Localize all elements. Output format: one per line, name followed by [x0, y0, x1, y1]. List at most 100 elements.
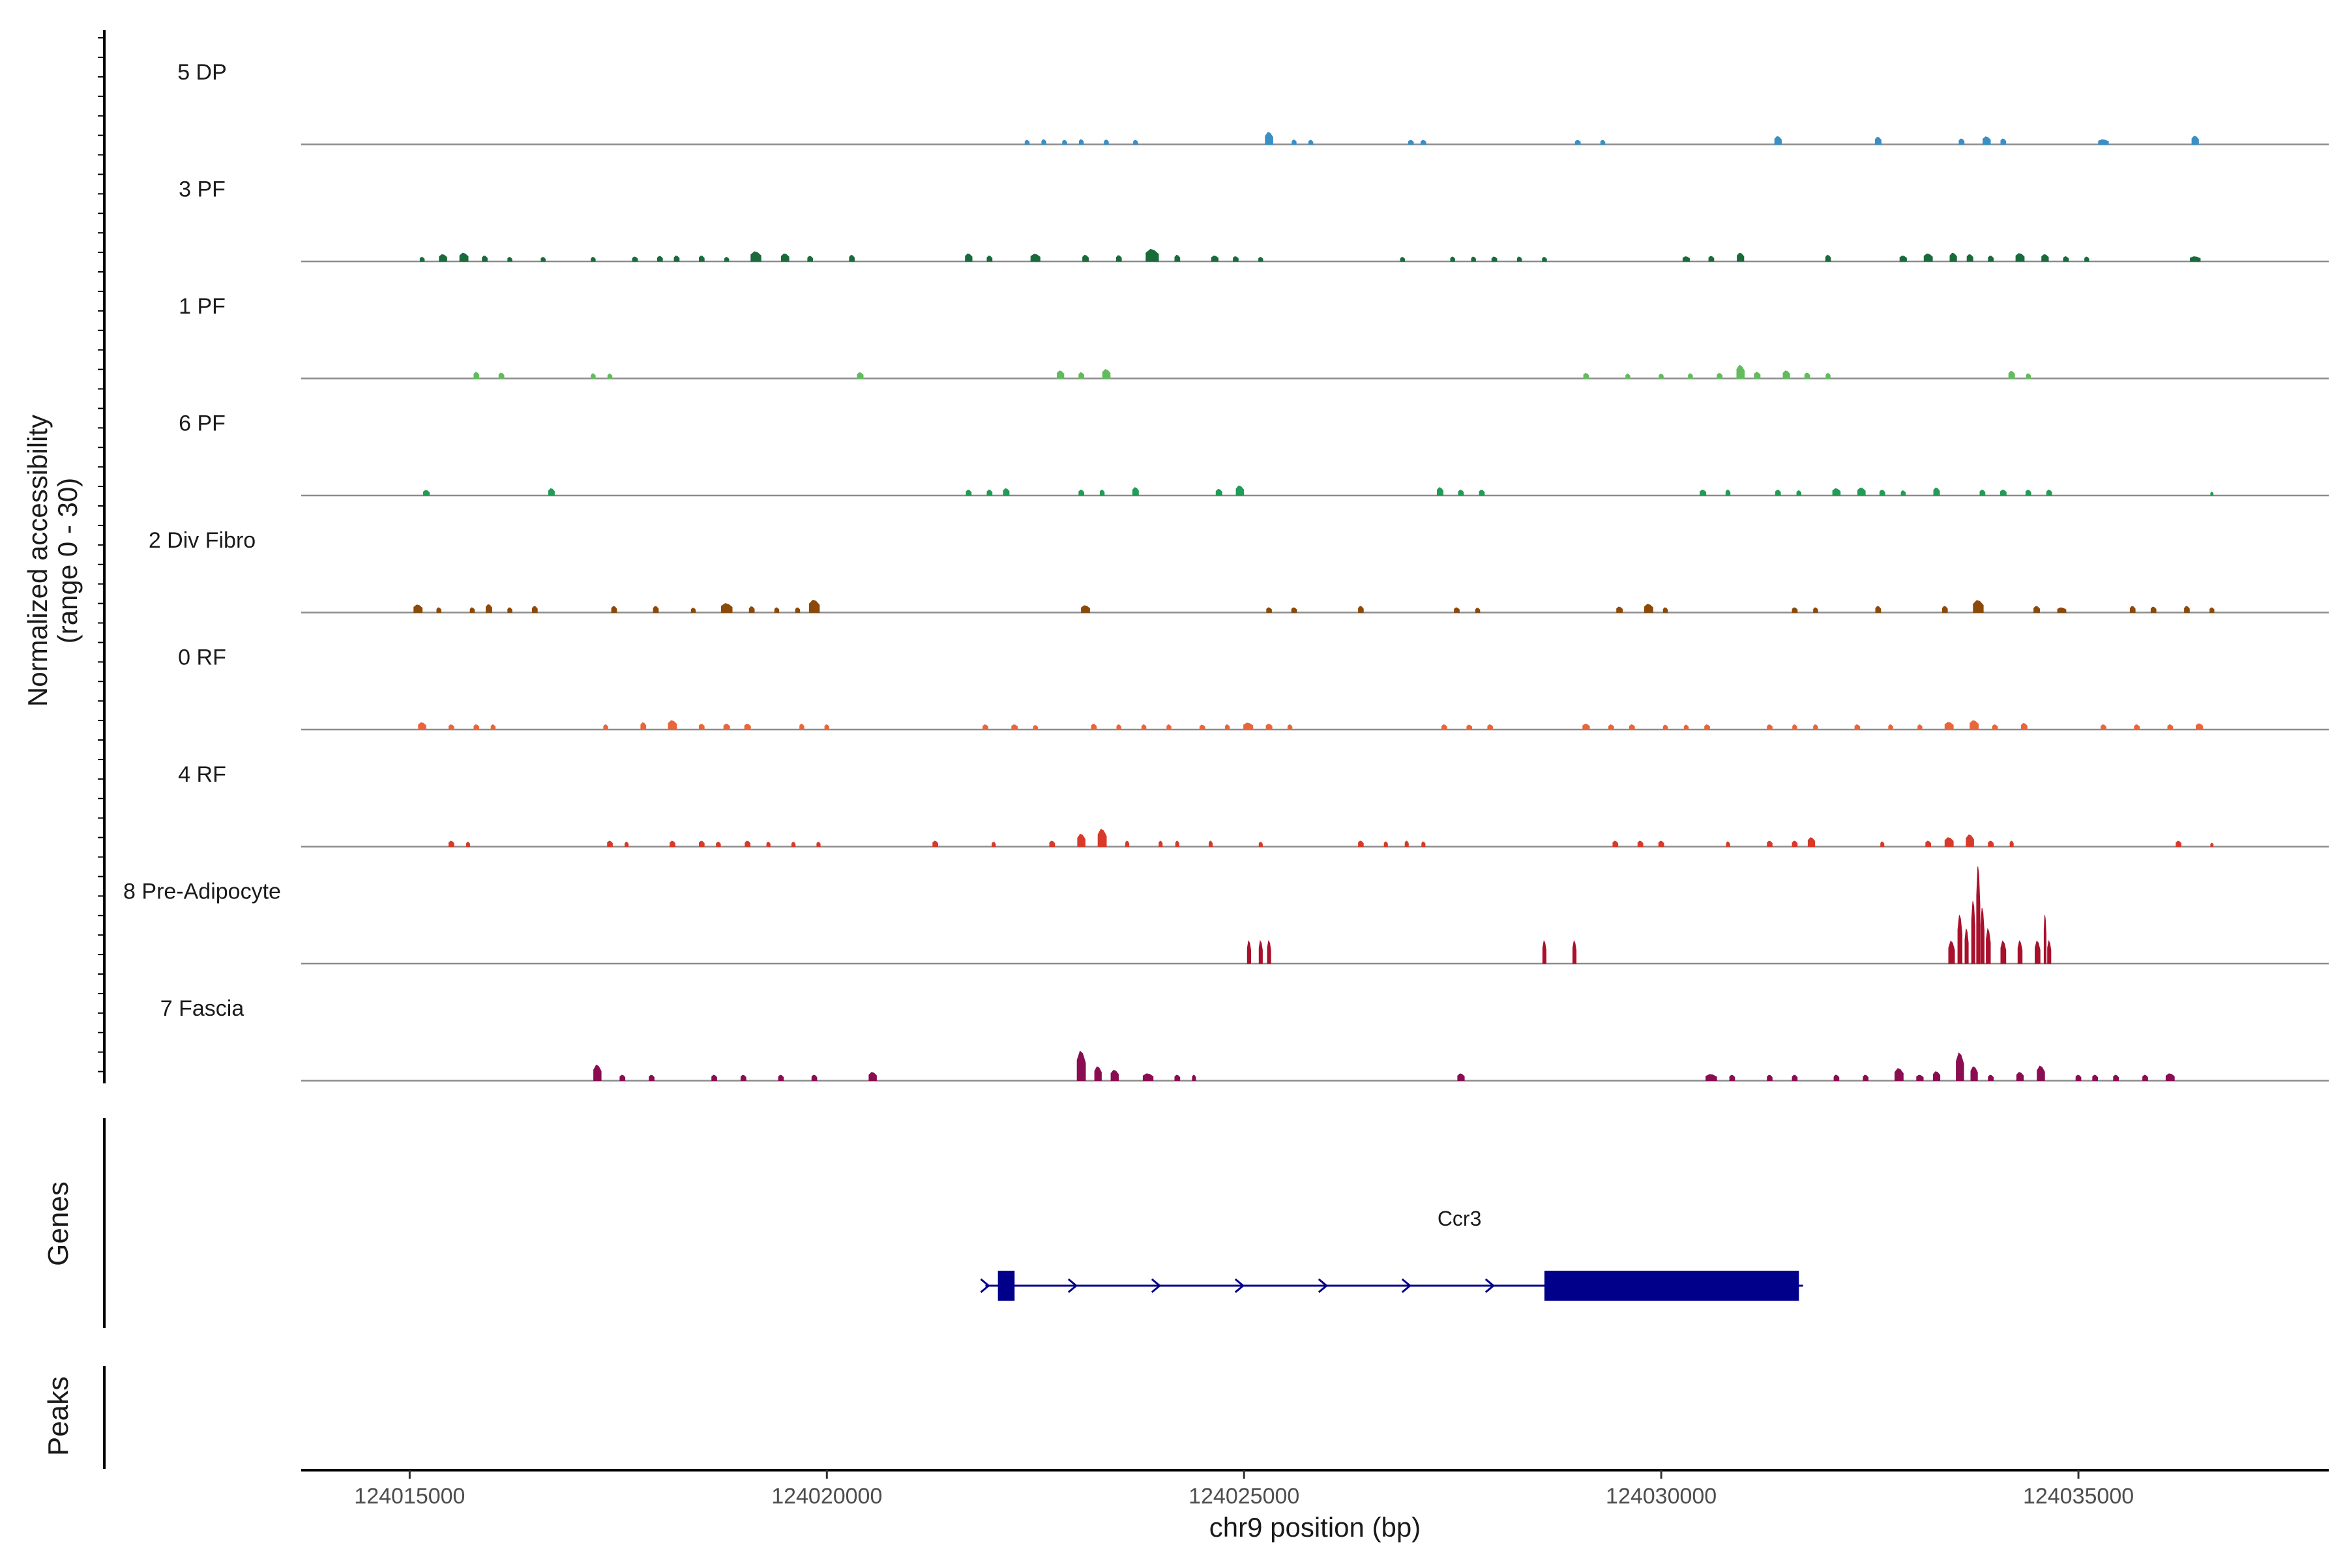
coverage-peak	[849, 254, 855, 262]
coverage-peak	[2025, 489, 2031, 496]
coverage-peak	[1879, 489, 1885, 496]
coverage-peak	[1807, 837, 1816, 847]
coverage-peak	[1421, 841, 1426, 847]
coverage-peak	[1705, 1074, 1717, 1081]
coverage-peak	[1629, 724, 1635, 730]
coverage-peak	[1174, 1074, 1181, 1081]
coverage-peak	[2008, 370, 2015, 379]
coverage-peak	[1813, 724, 1818, 730]
coverage-peak	[2000, 940, 2007, 964]
coverage-peak	[1612, 840, 1619, 847]
coverage-peak	[2150, 606, 2157, 613]
coverage-peak	[1292, 140, 1297, 145]
coverage-peak	[1704, 724, 1710, 730]
track-3-pf: 3 PF	[179, 177, 2329, 263]
coverage-peak	[423, 490, 430, 496]
coverage-peak	[673, 255, 680, 262]
coverage-peak	[625, 842, 629, 847]
coverage-peak	[2000, 138, 2007, 145]
coverage-peak	[1466, 724, 1473, 730]
strand-arrow-icon	[1067, 1278, 1078, 1294]
coverage-peak	[449, 840, 454, 847]
coverage-peak	[1782, 370, 1790, 379]
coverage-peak	[1948, 940, 1955, 964]
coverage-peak	[1125, 840, 1130, 847]
coverage-peak	[591, 373, 596, 379]
coverage-peak	[1265, 723, 1273, 730]
coverage-peak	[1949, 252, 1957, 262]
coverage-peak	[1030, 254, 1041, 262]
coverage-peak	[1792, 840, 1798, 847]
strand-arrow-icon	[1234, 1278, 1245, 1294]
coverage-peak	[1077, 833, 1085, 847]
coverage-peak	[1078, 372, 1084, 379]
coverage-peak	[1616, 606, 1623, 613]
track-5-dp: 5 DP	[177, 60, 2329, 145]
coverage-peak	[619, 1074, 626, 1081]
coverage-peak	[1854, 724, 1861, 730]
coverage-peak	[1825, 254, 1831, 262]
coverage-peak	[1736, 364, 1745, 379]
coverage-peak	[1081, 605, 1090, 613]
coverage-peak	[1104, 140, 1109, 145]
coverage-peak	[540, 257, 546, 262]
x-tick-label: 124030000	[1606, 1484, 1717, 1509]
coverage-peak	[1078, 139, 1084, 145]
coverage-peak	[1899, 255, 1907, 262]
coverage-peak	[807, 256, 813, 262]
coverage-peak	[720, 603, 733, 613]
coverage-peak	[2047, 939, 2052, 964]
coverage-peak	[1708, 256, 1715, 262]
coverage-peak	[1475, 608, 1481, 613]
coverage-peak	[2015, 253, 2025, 262]
coverage-peak	[1267, 939, 1271, 964]
x-axis-title: chr9 position (bp)	[1209, 1512, 1421, 1543]
coverage-peak	[1917, 724, 1923, 730]
coverage-peak	[1116, 724, 1121, 730]
coverage-peak	[1933, 487, 1940, 496]
coverage-peak	[1825, 372, 1831, 379]
coverage-peak	[932, 840, 938, 847]
coverage-peak	[1247, 939, 1251, 964]
peaks-track-label: Peaks	[42, 1376, 74, 1456]
coverage-peak	[1516, 256, 1522, 262]
coverage-peak	[766, 842, 771, 847]
coverage-peak	[1057, 370, 1065, 379]
coverage-peak	[1857, 487, 1866, 496]
coverage-peak	[473, 724, 480, 730]
coverage-peak	[640, 722, 647, 730]
coverage-peak	[2134, 724, 2140, 730]
coverage-peak	[1078, 489, 1084, 496]
coverage-peak	[1582, 723, 1590, 730]
coverage-peak	[1115, 255, 1122, 262]
coverage-peak	[2210, 492, 2214, 496]
coverage-peak	[1033, 725, 1038, 730]
coverage-peak	[459, 252, 469, 262]
coverage-peak	[1132, 487, 1139, 496]
coverage-peak	[1729, 1074, 1735, 1081]
coverage-peak	[1142, 1073, 1154, 1081]
coverage-peak	[1988, 840, 1994, 847]
y-axis-title-line2: (range 0 - 30)	[52, 478, 83, 643]
coverage-peak	[1992, 724, 1998, 730]
coverage-peak	[657, 256, 663, 262]
coverage-peak	[507, 607, 512, 613]
coverage-peak	[1454, 607, 1460, 613]
coverage-peak	[1400, 257, 1406, 262]
coverage-peak	[1863, 1074, 1868, 1081]
y-axis-title-line1: Normalized accessibility	[22, 415, 53, 707]
coverage-peak	[1091, 723, 1097, 730]
coverage-peak	[1767, 840, 1773, 847]
coverage-peak	[1024, 140, 1030, 145]
strand-arrow-icon	[1318, 1278, 1329, 1294]
track-7-fascia: 7 Fascia	[160, 996, 2329, 1082]
coverage-peak	[868, 1072, 877, 1081]
coverage-peak	[1471, 256, 1476, 262]
coverage-peak	[808, 599, 820, 613]
coverage-peak	[1970, 720, 1979, 730]
track-6-pf: 6 PF	[179, 411, 2329, 497]
coverage-peak	[699, 840, 705, 847]
coverage-peak	[1875, 606, 1882, 613]
coverage-peak	[1003, 488, 1010, 496]
